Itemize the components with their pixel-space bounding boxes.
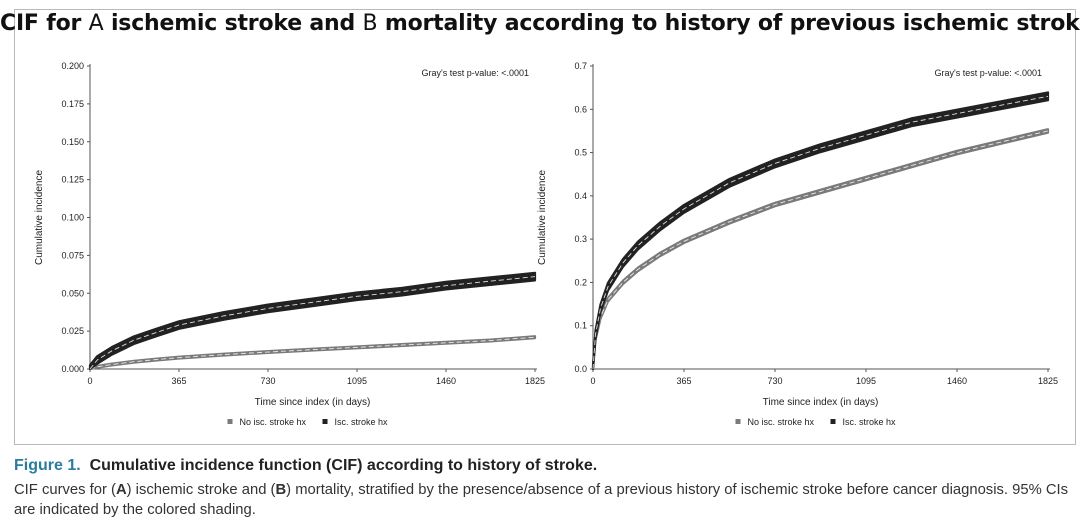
legend-label-no-hx: No isc. stroke hx [240, 417, 307, 427]
caption-body: CIF curves for (A) ischemic stroke and (… [14, 482, 1069, 518]
caption-figure-label: Figure 1. [14, 457, 81, 474]
y-tick-label: 0.5 [574, 148, 587, 158]
legend-label-isc-hx: Isc. stroke hx [843, 417, 897, 427]
x-tick-label: 730 [767, 376, 782, 386]
chart-a: 0.000 0.025 0.050 0.075 0.100 0.125 0.150 0.175… [34, 61, 545, 427]
x-tick-label: 0 [590, 376, 595, 386]
x-tick-label: 0 [87, 376, 92, 386]
y-tick-label: 0.0 [574, 364, 587, 374]
legend-label-no-hx: No isc. stroke hx [748, 417, 815, 427]
legend-swatch-no-hx [227, 419, 233, 424]
y-tick-label: 0.2 [574, 277, 587, 287]
series-line-no-hx [89, 336, 536, 370]
p-value-annotation: Gray's test p-value: <.0001 [421, 68, 529, 78]
figure-title: CIF for A ischemic stroke and B mortalit… [0, 11, 1080, 36]
x-tick-label: 1460 [436, 376, 456, 386]
y-tick-label: 0.050 [61, 288, 84, 298]
y-axis-label: Cumulative incidence [537, 170, 548, 265]
x-tick-label: 1825 [525, 376, 545, 386]
chart-b: 0.0 0.1 0.2 0.3 0.4 0.5 0.6 0.7 0 365 730 1095 1460 1… [537, 61, 1058, 427]
x-tick-label: 730 [260, 376, 275, 386]
y-tick-label: 0.7 [574, 61, 587, 71]
figure-frame [14, 9, 1076, 445]
y-tick-label: 0.175 [61, 99, 84, 109]
panel-letter-a: A [88, 11, 104, 36]
y-tick-label: 0.150 [61, 137, 84, 147]
x-tick-label: 1825 [1038, 376, 1058, 386]
legend-swatch-isc-hx [830, 419, 836, 424]
y-tick-label: 0.000 [61, 364, 84, 374]
y-tick-label: 0.025 [61, 326, 84, 336]
caption-heading: Figure 1. Cumulative incidence function … [14, 457, 597, 475]
ci-band-no-hx [88, 335, 537, 371]
y-tick-label: 0.125 [61, 175, 84, 185]
y-tick-label: 0.3 [574, 234, 587, 244]
legend-swatch-no-hx [735, 419, 741, 424]
x-axis-label: Time since index (in days) [763, 397, 879, 408]
legend-label-isc-hx: Isc. stroke hx [335, 417, 389, 427]
y-tick-label: 0.1 [574, 321, 587, 331]
legend-swatch-isc-hx [322, 419, 328, 424]
y-axis-label: Cumulative incidence [34, 170, 45, 265]
y-tick-label: 0.4 [574, 191, 587, 201]
series-line-isc-hx [89, 276, 536, 370]
x-tick-label: 1095 [347, 376, 367, 386]
y-tick-label: 0.200 [61, 61, 84, 71]
series-line-isc-hx [592, 95, 1049, 370]
ci-band-isc-hx [591, 91, 1050, 371]
x-tick-label: 365 [676, 376, 691, 386]
x-tick-label: 1460 [947, 376, 967, 386]
caption-heading-text: Cumulative incidence function (CIF) acco… [89, 457, 598, 474]
y-tick-label: 0.100 [61, 213, 84, 223]
ci-band-isc-hx [88, 271, 537, 371]
ci-band-no-hx [591, 128, 1050, 371]
panel-letter-b: B [362, 11, 378, 36]
y-tick-label: 0.6 [574, 104, 587, 114]
series-line-no-hx [592, 130, 1049, 370]
y-tick-label: 0.075 [61, 250, 84, 260]
p-value-annotation: Gray's test p-value: <.0001 [934, 68, 1042, 78]
x-axis-label: Time since index (in days) [255, 397, 371, 408]
x-tick-label: 1095 [856, 376, 876, 386]
x-tick-label: 365 [171, 376, 186, 386]
